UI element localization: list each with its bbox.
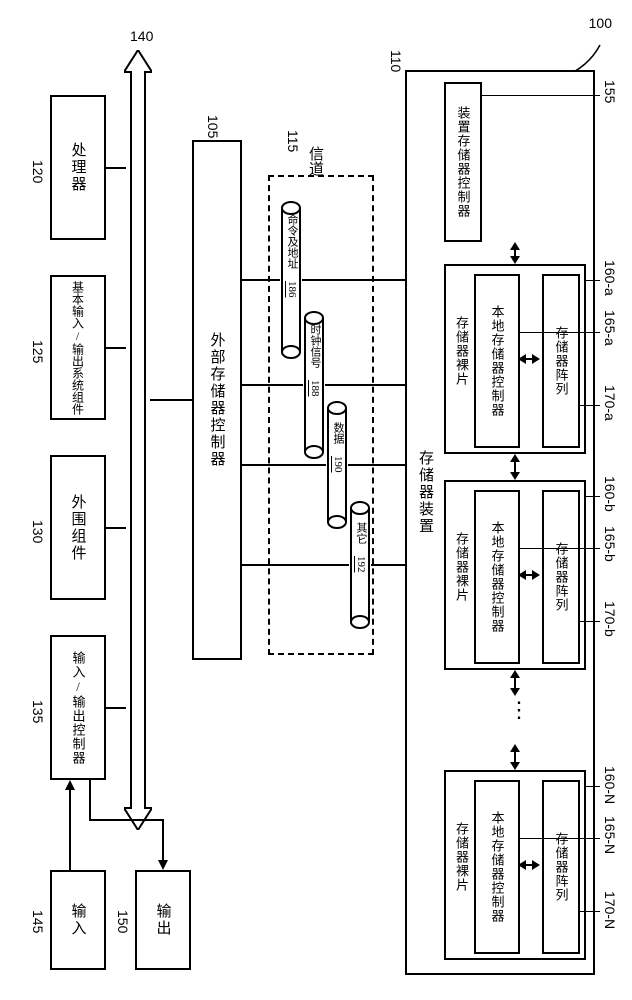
die-b-lead3 <box>578 621 600 622</box>
mem-die-n-ref: 160-N <box>602 766 618 804</box>
channels-ref: 115 <box>285 130 301 152</box>
ch2-l <box>242 464 326 466</box>
mem-die-n: 存储器裸片 本地存储器控制器 存储器阵列 <box>444 770 586 960</box>
ch3-r <box>371 564 405 566</box>
mem-die-a-arr-label: 存储器阵列 <box>552 326 571 396</box>
bus-ref: 140 <box>130 28 153 44</box>
channel-0: 命令及地址 186 <box>280 200 302 360</box>
die-n-lead3 <box>578 911 600 912</box>
mem-die-n-arrref: 170-N <box>602 891 618 929</box>
io-ctrl-label: 输入/输出控制器 <box>69 651 88 765</box>
input-ref: 145 <box>30 910 46 933</box>
peripheral-label: 外围组件 <box>68 494 89 562</box>
mem-die-b-arr-label: 存储器阵列 <box>552 542 571 612</box>
input-label: 输入 <box>68 903 89 937</box>
mem-die-a: 存储器裸片 本地存储器控制器 存储器阵列 <box>444 264 586 454</box>
ch1-l <box>242 384 303 386</box>
input-block: 输入 <box>50 870 106 970</box>
mem-die-b-arrref: 170-b <box>602 601 618 637</box>
dev-mem-ctrl-label: 装置存储器控制器 <box>454 106 473 218</box>
die-n-lead1 <box>586 786 600 787</box>
processor-label: 处理器 <box>68 142 89 193</box>
channel-3: 其它 192 <box>349 500 371 630</box>
memory-device-title: 存储器装置 <box>415 450 436 535</box>
arrow-dieb-dots <box>505 670 525 696</box>
mem-die-a-ctrl-label: 本地存储器控制器 <box>488 305 507 417</box>
channels-title: 信道 <box>305 146 326 176</box>
output-label: 输出 <box>153 903 174 937</box>
die-a-lead3 <box>578 405 600 406</box>
ellipsis-dots: ⋮ <box>508 705 530 715</box>
mem-die-b: 存储器裸片 本地存储器控制器 存储器阵列 <box>444 480 586 670</box>
mem-die-n-ctrlref: 165-N <box>602 816 618 854</box>
ch1-r <box>325 384 405 386</box>
mem-die-b-title: 存储器裸片 <box>452 532 471 602</box>
channel-1-label: 时钟信号 188 <box>307 324 323 397</box>
arrow-in-b <box>518 566 540 584</box>
arrow-dots-dien <box>505 744 525 770</box>
ch0-r <box>302 279 405 281</box>
stub-processor <box>106 167 126 169</box>
channel-1: 时钟信号 188 <box>303 310 325 460</box>
mem-die-b-ctrlref: 165-b <box>602 526 618 562</box>
channel-2: 数据 190 <box>326 400 348 530</box>
bios-label: 基本输入/输出系统组件 <box>70 281 87 415</box>
system-bus <box>124 50 152 830</box>
bios-block: 基本输入/输出系统组件 <box>50 275 106 420</box>
die-b-lead2 <box>518 548 600 549</box>
arrow-devctrl-diea <box>505 242 525 264</box>
channel-2-label: 数据 190 <box>330 422 346 473</box>
mem-die-b-ctrl: 本地存储器控制器 <box>474 490 520 664</box>
mem-die-b-ref: 160-b <box>602 476 618 512</box>
mem-die-a-ctrlref: 165-a <box>602 310 618 346</box>
arrow-in-n <box>518 856 540 874</box>
arrow-diea-dieb <box>505 454 525 480</box>
ext-mem-ctrl-ref: 105 <box>205 115 221 138</box>
arrow-in-a <box>518 350 540 368</box>
stub-bios <box>106 347 126 349</box>
io-ctrl-block: 输入/输出控制器 <box>50 635 106 780</box>
io-ctrl-ref: 135 <box>30 700 46 723</box>
devctrl-lead <box>482 95 600 96</box>
mem-die-a-arr: 存储器阵列 <box>542 274 580 448</box>
stub-bus-ext <box>150 399 192 401</box>
memory-device-ref: 110 <box>388 50 404 72</box>
mem-die-a-ctrl: 本地存储器控制器 <box>474 274 520 448</box>
mem-die-b-arr: 存储器阵列 <box>542 490 580 664</box>
mem-die-b-ctrl-label: 本地存储器控制器 <box>488 521 507 633</box>
output-ref: 150 <box>115 910 131 933</box>
die-a-lead1 <box>586 280 600 281</box>
ch2-r <box>348 464 405 466</box>
mem-die-n-ctrl-label: 本地存储器控制器 <box>488 811 507 923</box>
mem-die-n-ctrl: 本地存储器控制器 <box>474 780 520 954</box>
stub-periph <box>106 527 126 529</box>
dev-mem-ctrl: 装置存储器控制器 <box>444 82 482 242</box>
mem-die-n-title: 存储器裸片 <box>452 822 471 892</box>
dev-mem-ctrl-ref: 155 <box>602 80 618 103</box>
die-n-lead2 <box>518 838 600 839</box>
processor-ref: 120 <box>30 160 46 183</box>
peripheral-block: 外围组件 <box>50 455 106 600</box>
processor-block: 处理器 <box>50 95 106 240</box>
ext-mem-ctrl-label: 外部存储器控制器 <box>207 332 228 468</box>
die-a-lead2 <box>518 332 600 333</box>
channel-3-label: 其它 192 <box>353 522 369 573</box>
mem-die-a-ref: 160-a <box>602 260 618 296</box>
mem-die-n-arr-label: 存储器阵列 <box>552 832 571 902</box>
output-block: 输出 <box>135 870 191 970</box>
mem-die-n-arr: 存储器阵列 <box>542 780 580 954</box>
die-b-lead1 <box>586 496 600 497</box>
mem-die-a-arrref: 170-a <box>602 385 618 421</box>
stub-ioctrl <box>106 707 126 709</box>
arrow-input-to-ioctrl <box>62 780 78 870</box>
ch0-l <box>242 279 280 281</box>
bios-ref: 125 <box>30 340 46 363</box>
peripheral-ref: 130 <box>30 520 46 543</box>
arrow-ioctrl-to-output <box>86 780 176 882</box>
mem-die-a-title: 存储器裸片 <box>452 316 471 386</box>
channel-0-label: 命令及地址 186 <box>284 214 300 298</box>
ext-mem-ctrl-block: 外部存储器控制器 <box>192 140 242 660</box>
ch3-l <box>242 564 349 566</box>
